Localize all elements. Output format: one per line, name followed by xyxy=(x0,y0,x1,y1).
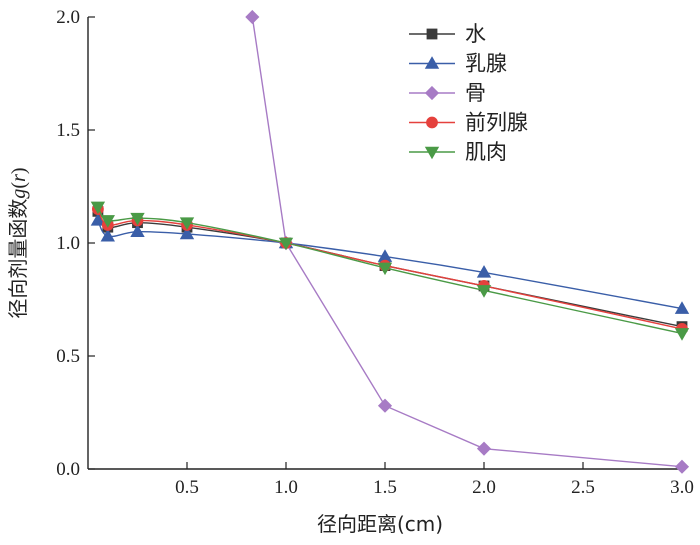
data-point xyxy=(377,262,393,276)
x-tick-label: 3.0 xyxy=(670,477,694,498)
data-point xyxy=(130,212,145,226)
y-ticks: 0.0 0.5 1.0 1.5 2.0 xyxy=(56,7,95,480)
legend-label: 乳腺 xyxy=(465,52,507,76)
x-tick-label: 2.0 xyxy=(472,477,496,498)
data-point xyxy=(179,217,195,230)
data-point xyxy=(377,398,393,413)
series-5 xyxy=(90,201,690,341)
legend-item: 乳腺 xyxy=(409,52,507,76)
y-tick-label: 1.5 xyxy=(56,120,80,141)
y-axis-title-prefix: 径向剂量函数 xyxy=(6,199,30,319)
data-point xyxy=(100,215,115,228)
data-point xyxy=(245,9,260,25)
legend-item: 前列腺 xyxy=(409,111,528,135)
legend-item: 肌肉 xyxy=(409,140,507,164)
legend-marker xyxy=(424,146,440,160)
y-tick-label: 0.0 xyxy=(56,459,80,480)
legend-marker xyxy=(426,116,438,129)
y-axis-title-open-paren: ( xyxy=(8,182,30,189)
x-tick-label: 2.5 xyxy=(571,477,595,498)
data-point xyxy=(476,285,492,298)
data-point xyxy=(130,224,145,237)
series-3 xyxy=(245,9,690,474)
legend-label: 肌肉 xyxy=(465,140,507,164)
legend-label: 水 xyxy=(465,22,486,46)
data-point xyxy=(278,237,294,251)
y-axis-title-var: g xyxy=(8,189,30,199)
y-tick-label: 1.0 xyxy=(56,233,80,254)
x-tick-label: 1.5 xyxy=(373,477,397,498)
x-tick-label: 1.0 xyxy=(274,477,298,498)
y-tick-label: 0.5 xyxy=(56,346,80,367)
data-point xyxy=(179,226,195,240)
data-point xyxy=(674,328,690,341)
data-point xyxy=(476,265,492,278)
legend-marker xyxy=(426,28,438,40)
x-tick-label: 0.5 xyxy=(175,477,199,498)
data-point xyxy=(90,213,106,226)
data-point xyxy=(100,228,115,242)
data-point xyxy=(674,301,690,314)
y-axis-title-close-paren: ) xyxy=(8,167,30,174)
data-point xyxy=(90,201,106,215)
legend-marker xyxy=(424,56,440,69)
legend-marker xyxy=(424,85,440,101)
data-point xyxy=(674,459,690,474)
legend-item: 水 xyxy=(409,22,486,46)
y-tick-label: 2.0 xyxy=(56,7,80,28)
y-axis-title-arg: r xyxy=(8,174,30,182)
series-layer xyxy=(90,9,690,474)
y-axis-title: 径向剂量函数g(r) xyxy=(6,167,30,318)
legend-item: 骨 xyxy=(409,81,486,105)
legend-label: 前列腺 xyxy=(465,111,528,135)
x-axis-title: 径向距离(cm) xyxy=(317,512,443,536)
data-point xyxy=(476,441,492,456)
x-ticks: 0.5 1.0 1.5 2.0 2.5 3.0 xyxy=(175,462,694,498)
legend-label: 骨 xyxy=(465,81,486,105)
